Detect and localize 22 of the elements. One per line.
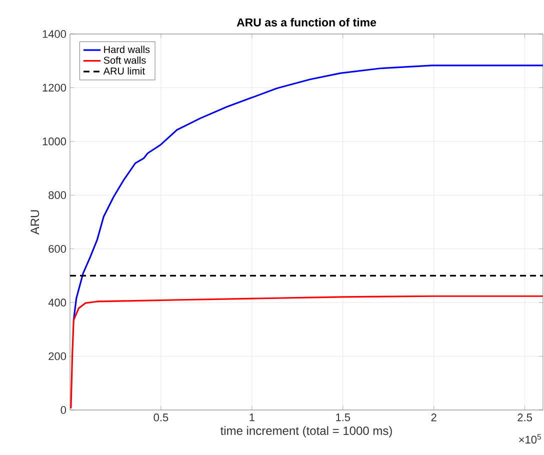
legend-label: ARU limit	[103, 67, 145, 75]
line-series	[70, 295, 543, 410]
y-tick-label: 400	[48, 298, 66, 306]
text: ×10$^{5}$	[519, 434, 541, 444]
x-tick-label: 2	[431, 414, 436, 422]
line-series	[72, 64, 543, 321]
y-tick-label: 1000	[42, 138, 66, 146]
legend-label: Hard walls	[104, 46, 150, 54]
x-tick-label: 2.5	[518, 414, 532, 422]
x-axis-title: time increment (total = 1000 ms)	[220, 426, 392, 438]
y-tick-label: 800	[48, 191, 66, 200]
y-tick-label: 200	[48, 352, 66, 360]
legend-label: Soft walls	[104, 56, 146, 64]
chart-title: ARU as a function of time	[236, 18, 376, 26]
x-tick-label: 1	[250, 414, 254, 422]
y-tick-label: 600	[48, 244, 66, 253]
y-axis-title: ARU	[30, 210, 40, 235]
x-tick-label: 1.5	[336, 414, 350, 422]
y-tick-label: 1200	[42, 84, 66, 92]
x-tick-label: 0.5	[154, 414, 168, 422]
y-tick-label: 1400	[42, 30, 66, 38]
y-tick-label: 0	[60, 406, 66, 414]
